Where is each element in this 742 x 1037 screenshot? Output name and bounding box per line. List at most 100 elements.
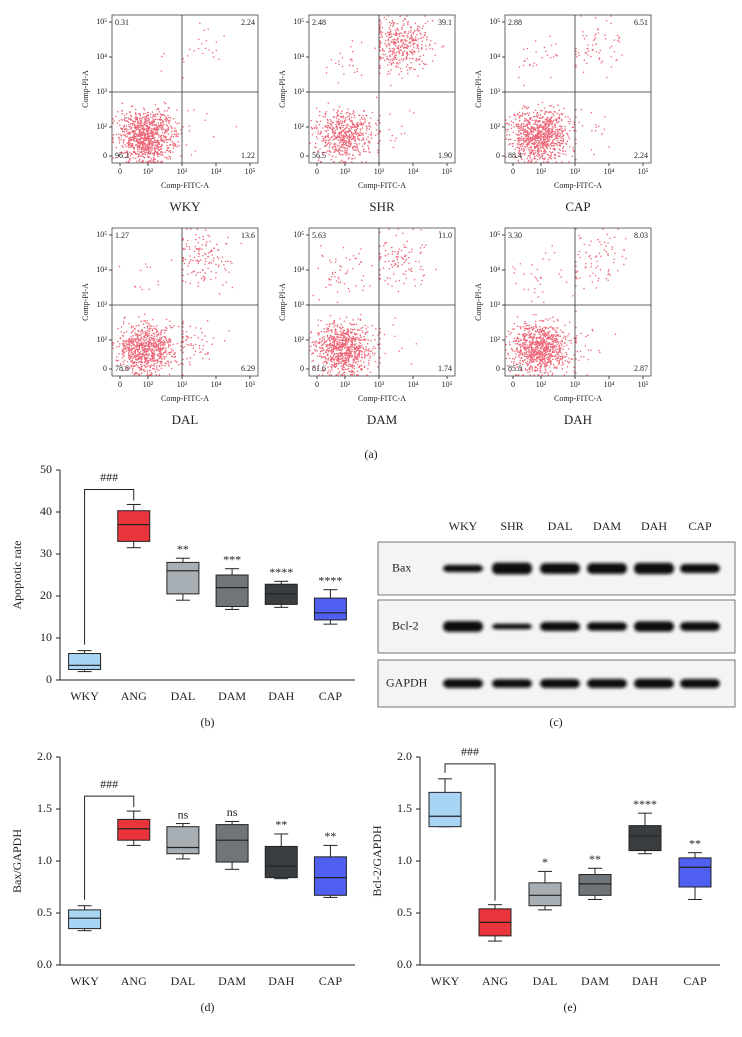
event-dot <box>129 132 132 134</box>
event-dot <box>166 156 168 159</box>
event-dot <box>144 334 147 336</box>
event-dot <box>151 143 153 146</box>
event-dot <box>330 365 332 368</box>
event-dot <box>384 249 387 252</box>
event-dot <box>321 135 324 138</box>
event-dot <box>169 339 172 341</box>
event-dot <box>153 154 155 156</box>
event-dot <box>398 33 401 35</box>
event-dot <box>161 121 164 123</box>
event-dot <box>345 257 348 259</box>
event-dot <box>439 231 441 233</box>
event-dot <box>127 339 130 341</box>
event-dot <box>360 41 363 44</box>
event-dot <box>190 154 193 156</box>
event-dot <box>381 48 384 50</box>
event-dot <box>341 354 344 356</box>
event-dot <box>334 150 337 152</box>
event-dot <box>540 150 543 153</box>
event-dot <box>138 315 140 318</box>
event-dot <box>330 360 333 363</box>
event-dot <box>137 338 139 341</box>
event-dot <box>348 290 351 293</box>
event-dot <box>171 143 174 146</box>
event-dot <box>160 118 162 121</box>
event-dot <box>207 28 209 30</box>
event-dot <box>392 52 395 55</box>
event-dot <box>152 367 154 370</box>
event-dot <box>173 142 175 144</box>
event-dot <box>548 140 550 143</box>
event-dot <box>406 15 408 17</box>
event-dot <box>402 47 405 49</box>
event-dot <box>390 64 393 66</box>
event-dot <box>341 344 343 347</box>
event-dot <box>550 104 552 107</box>
event-dot <box>150 364 153 366</box>
event-dot <box>408 110 411 112</box>
event-dot <box>159 342 162 345</box>
event-dot <box>337 82 340 84</box>
event-dot <box>401 26 403 29</box>
event-dot <box>596 28 599 31</box>
event-dot <box>524 113 526 116</box>
event-dot <box>590 149 593 151</box>
event-dot <box>411 248 413 250</box>
event-dot <box>353 116 356 119</box>
event-dot <box>349 125 351 128</box>
event-dot <box>361 339 363 341</box>
event-dot <box>145 119 148 122</box>
event-dot <box>518 111 521 114</box>
event-dot <box>343 149 346 151</box>
event-dot <box>530 140 533 142</box>
event-dot <box>541 101 544 104</box>
event-dot <box>518 134 520 136</box>
event-dot <box>348 146 350 148</box>
event-dot <box>166 327 168 330</box>
event-dot <box>408 38 411 40</box>
plot-frame <box>111 227 259 377</box>
event-dot <box>157 108 160 111</box>
event-dot <box>350 352 353 354</box>
event-dot <box>338 278 340 280</box>
event-dot <box>176 145 179 148</box>
event-dot <box>340 342 342 345</box>
event-dot <box>205 245 207 247</box>
event-dot <box>562 113 564 115</box>
event-dot <box>339 326 341 328</box>
event-dot <box>235 126 238 128</box>
plot-frame <box>504 14 652 164</box>
event-dot <box>592 48 594 51</box>
event-dot <box>367 148 370 150</box>
x-tick-label: 10² <box>340 167 351 176</box>
event-dot <box>128 141 131 144</box>
event-dot <box>126 368 129 370</box>
event-dot <box>333 326 335 328</box>
event-dot <box>515 133 518 136</box>
event-dot <box>424 22 427 25</box>
event-dot <box>559 155 561 157</box>
event-dot <box>405 43 407 46</box>
event-dots <box>309 228 441 376</box>
event-dot <box>363 150 365 152</box>
event-dot <box>149 116 152 118</box>
event-dot <box>310 119 312 122</box>
event-dot <box>195 238 197 241</box>
event-dot <box>144 351 146 353</box>
event-dot <box>310 126 313 129</box>
event-dot <box>148 135 151 138</box>
event-dot <box>569 120 572 123</box>
event-dot <box>137 124 140 126</box>
event-dot <box>522 126 524 128</box>
event-dot <box>393 251 396 253</box>
event-dot <box>313 151 315 154</box>
event-dot <box>329 138 332 140</box>
event-dot <box>159 346 162 349</box>
event-dot <box>337 109 339 111</box>
event-dot <box>132 122 135 125</box>
event-dot <box>189 364 191 366</box>
event-dot <box>513 114 515 116</box>
event-dot <box>388 267 391 270</box>
event-dot <box>143 127 145 129</box>
event-dot <box>379 273 381 276</box>
